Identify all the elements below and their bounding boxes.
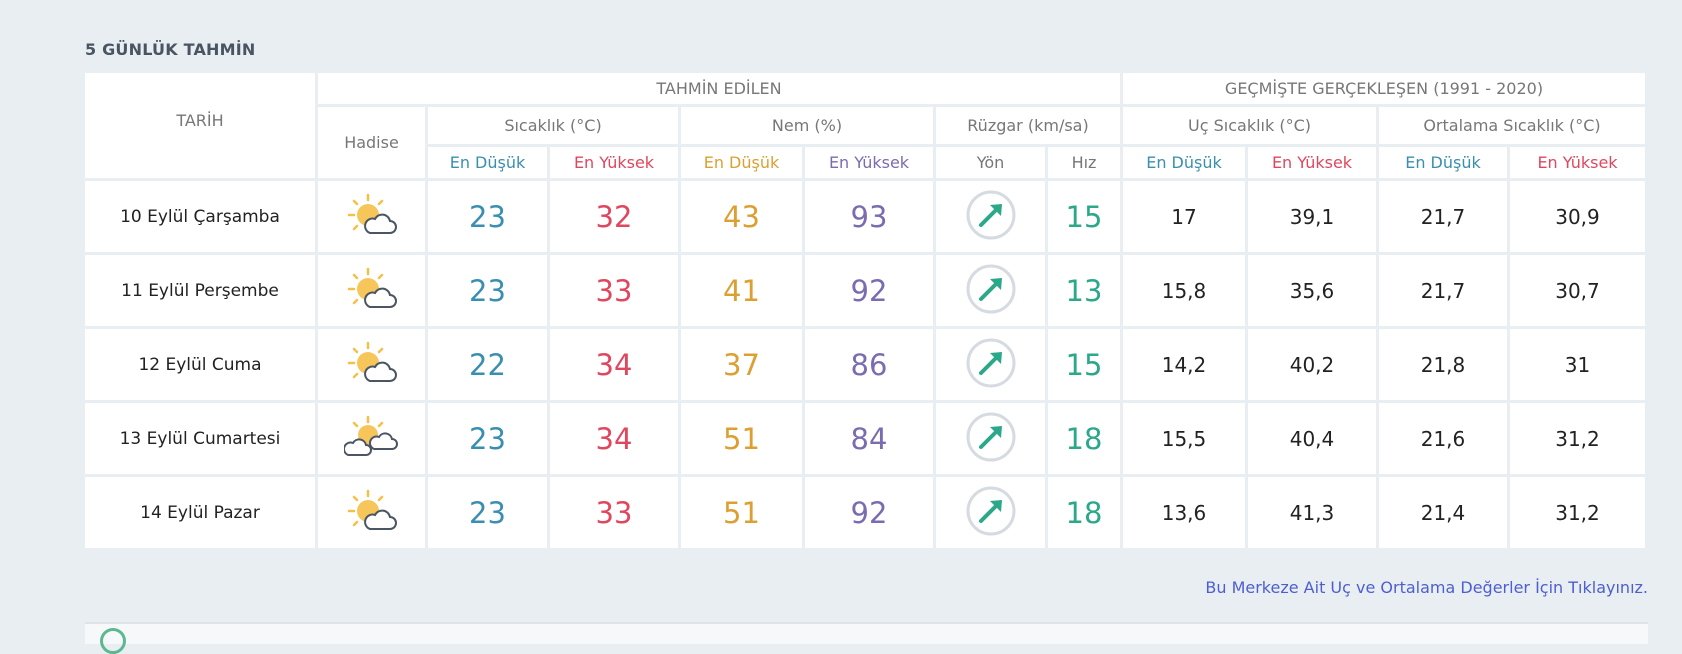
extreme-high: 35,6 — [1248, 255, 1376, 326]
temp-low: 23 — [428, 477, 547, 548]
humidity-low: 51 — [681, 403, 802, 474]
date-cell: 11 Eylül Perşembe — [85, 255, 315, 326]
forecast-row: 11 Eylül Perşembe 23 33 41 92 13 15,8 35,6 21,7 3… — [85, 255, 1645, 326]
humidity-high: 84 — [805, 403, 933, 474]
forecast-row: 12 Eylül Cuma 22 34 37 86 15 14,2 40,2 21,8 31 — [85, 329, 1645, 400]
extreme-low: 14,2 — [1123, 329, 1245, 400]
header-temperature: Sıcaklık (°C) — [428, 107, 678, 144]
header-wind: Rüzgar (km/sa) — [936, 107, 1120, 144]
partly-cloudy-icon — [346, 193, 398, 241]
humidity-low: 51 — [681, 477, 802, 548]
forecast-table: TARİH TAHMİN EDİLEN GEÇMİŞTE GERÇEKLEŞEN… — [82, 70, 1648, 551]
northeast-arrow-icon — [965, 190, 1017, 245]
panel-icon — [100, 628, 126, 654]
wind-speed: 15 — [1048, 181, 1120, 252]
header-extreme-temp: Uç Sıcaklık (°C) — [1123, 107, 1376, 144]
avg-high: 30,7 — [1510, 255, 1645, 326]
wind-direction-cell — [936, 403, 1045, 474]
wind-direction-cell — [936, 329, 1045, 400]
weather-cell — [318, 477, 425, 548]
avg-high: 30,9 — [1510, 181, 1645, 252]
humidity-high: 92 — [805, 477, 933, 548]
forecast-row: 10 Eylül Çarşamba 23 32 43 93 15 17 39,1 21,7 30,… — [85, 181, 1645, 252]
header-wind-speed: Hız — [1048, 147, 1120, 178]
northeast-arrow-icon — [965, 412, 1017, 467]
wind-speed: 18 — [1048, 477, 1120, 548]
header-humidity-low: En Düşük — [681, 147, 802, 178]
header-event: Hadise — [318, 107, 425, 178]
wind-speed: 15 — [1048, 329, 1120, 400]
weather-cell — [318, 329, 425, 400]
forecast-row: 14 Eylül Pazar 23 33 51 92 18 13,6 41,3 21,4 31,2 — [85, 477, 1645, 548]
partly-cloudy-icon — [346, 267, 398, 315]
temp-high: 33 — [550, 255, 678, 326]
extreme-low: 15,5 — [1123, 403, 1245, 474]
wind-direction-cell — [936, 255, 1045, 326]
weather-cell — [318, 403, 425, 474]
date-cell: 13 Eylül Cumartesi — [85, 403, 315, 474]
partly-cloudy-icon — [346, 489, 398, 537]
extreme-low: 15,8 — [1123, 255, 1245, 326]
header-wind-direction: Yön — [936, 147, 1045, 178]
avg-low: 21,8 — [1379, 329, 1507, 400]
header-forecast: TAHMİN EDİLEN — [318, 73, 1120, 104]
extreme-high: 40,4 — [1248, 403, 1376, 474]
header-extreme-high: En Yüksek — [1248, 147, 1376, 178]
header-temp-low: En Düşük — [428, 147, 547, 178]
humidity-low: 37 — [681, 329, 802, 400]
avg-low: 21,7 — [1379, 181, 1507, 252]
wind-direction-cell — [936, 181, 1045, 252]
northeast-arrow-icon — [965, 486, 1017, 541]
avg-low: 21,7 — [1379, 255, 1507, 326]
partly-cloudy-icon — [346, 341, 398, 389]
mostly-cloudy-icon — [342, 415, 400, 463]
humidity-high: 92 — [805, 255, 933, 326]
wind-speed: 18 — [1048, 403, 1120, 474]
wind-speed: 13 — [1048, 255, 1120, 326]
header-avg-high: En Yüksek — [1510, 147, 1645, 178]
extreme-high: 41,3 — [1248, 477, 1376, 548]
northeast-arrow-icon — [965, 338, 1017, 393]
northeast-arrow-icon — [965, 264, 1017, 319]
avg-high: 31,2 — [1510, 477, 1645, 548]
humidity-high: 93 — [805, 181, 933, 252]
temp-low: 22 — [428, 329, 547, 400]
next-panel — [85, 622, 1648, 644]
section-title: 5 GÜNLÜK TAHMİN — [85, 40, 256, 59]
header-avg-low: En Düşük — [1379, 147, 1507, 178]
header-temp-high: En Yüksek — [550, 147, 678, 178]
avg-low: 21,4 — [1379, 477, 1507, 548]
climate-values-link[interactable]: Bu Merkeze Ait Uç ve Ortalama Değerler İ… — [1205, 578, 1648, 597]
temp-low: 23 — [428, 403, 547, 474]
avg-high: 31 — [1510, 329, 1645, 400]
temp-low: 23 — [428, 255, 547, 326]
header-humidity-high: En Yüksek — [805, 147, 933, 178]
header-avg-temp: Ortalama Sıcaklık (°C) — [1379, 107, 1645, 144]
temp-high: 34 — [550, 403, 678, 474]
date-cell: 12 Eylül Cuma — [85, 329, 315, 400]
humidity-low: 43 — [681, 181, 802, 252]
forecast-row: 13 Eylül Cumartesi 23 34 51 84 18 15,5 40,4 21,6… — [85, 403, 1645, 474]
humidity-high: 86 — [805, 329, 933, 400]
temp-high: 32 — [550, 181, 678, 252]
header-humidity: Nem (%) — [681, 107, 933, 144]
humidity-low: 41 — [681, 255, 802, 326]
temp-low: 23 — [428, 181, 547, 252]
temp-high: 33 — [550, 477, 678, 548]
extreme-low: 17 — [1123, 181, 1245, 252]
extreme-high: 39,1 — [1248, 181, 1376, 252]
avg-low: 21,6 — [1379, 403, 1507, 474]
extreme-high: 40,2 — [1248, 329, 1376, 400]
weather-cell — [318, 255, 425, 326]
avg-high: 31,2 — [1510, 403, 1645, 474]
weather-cell — [318, 181, 425, 252]
date-cell: 14 Eylül Pazar — [85, 477, 315, 548]
wind-direction-cell — [936, 477, 1045, 548]
header-date: TARİH — [85, 73, 315, 178]
extreme-low: 13,6 — [1123, 477, 1245, 548]
temp-high: 34 — [550, 329, 678, 400]
date-cell: 10 Eylül Çarşamba — [85, 181, 315, 252]
header-history: GEÇMİŞTE GERÇEKLEŞEN (1991 - 2020) — [1123, 73, 1645, 104]
header-extreme-low: En Düşük — [1123, 147, 1245, 178]
